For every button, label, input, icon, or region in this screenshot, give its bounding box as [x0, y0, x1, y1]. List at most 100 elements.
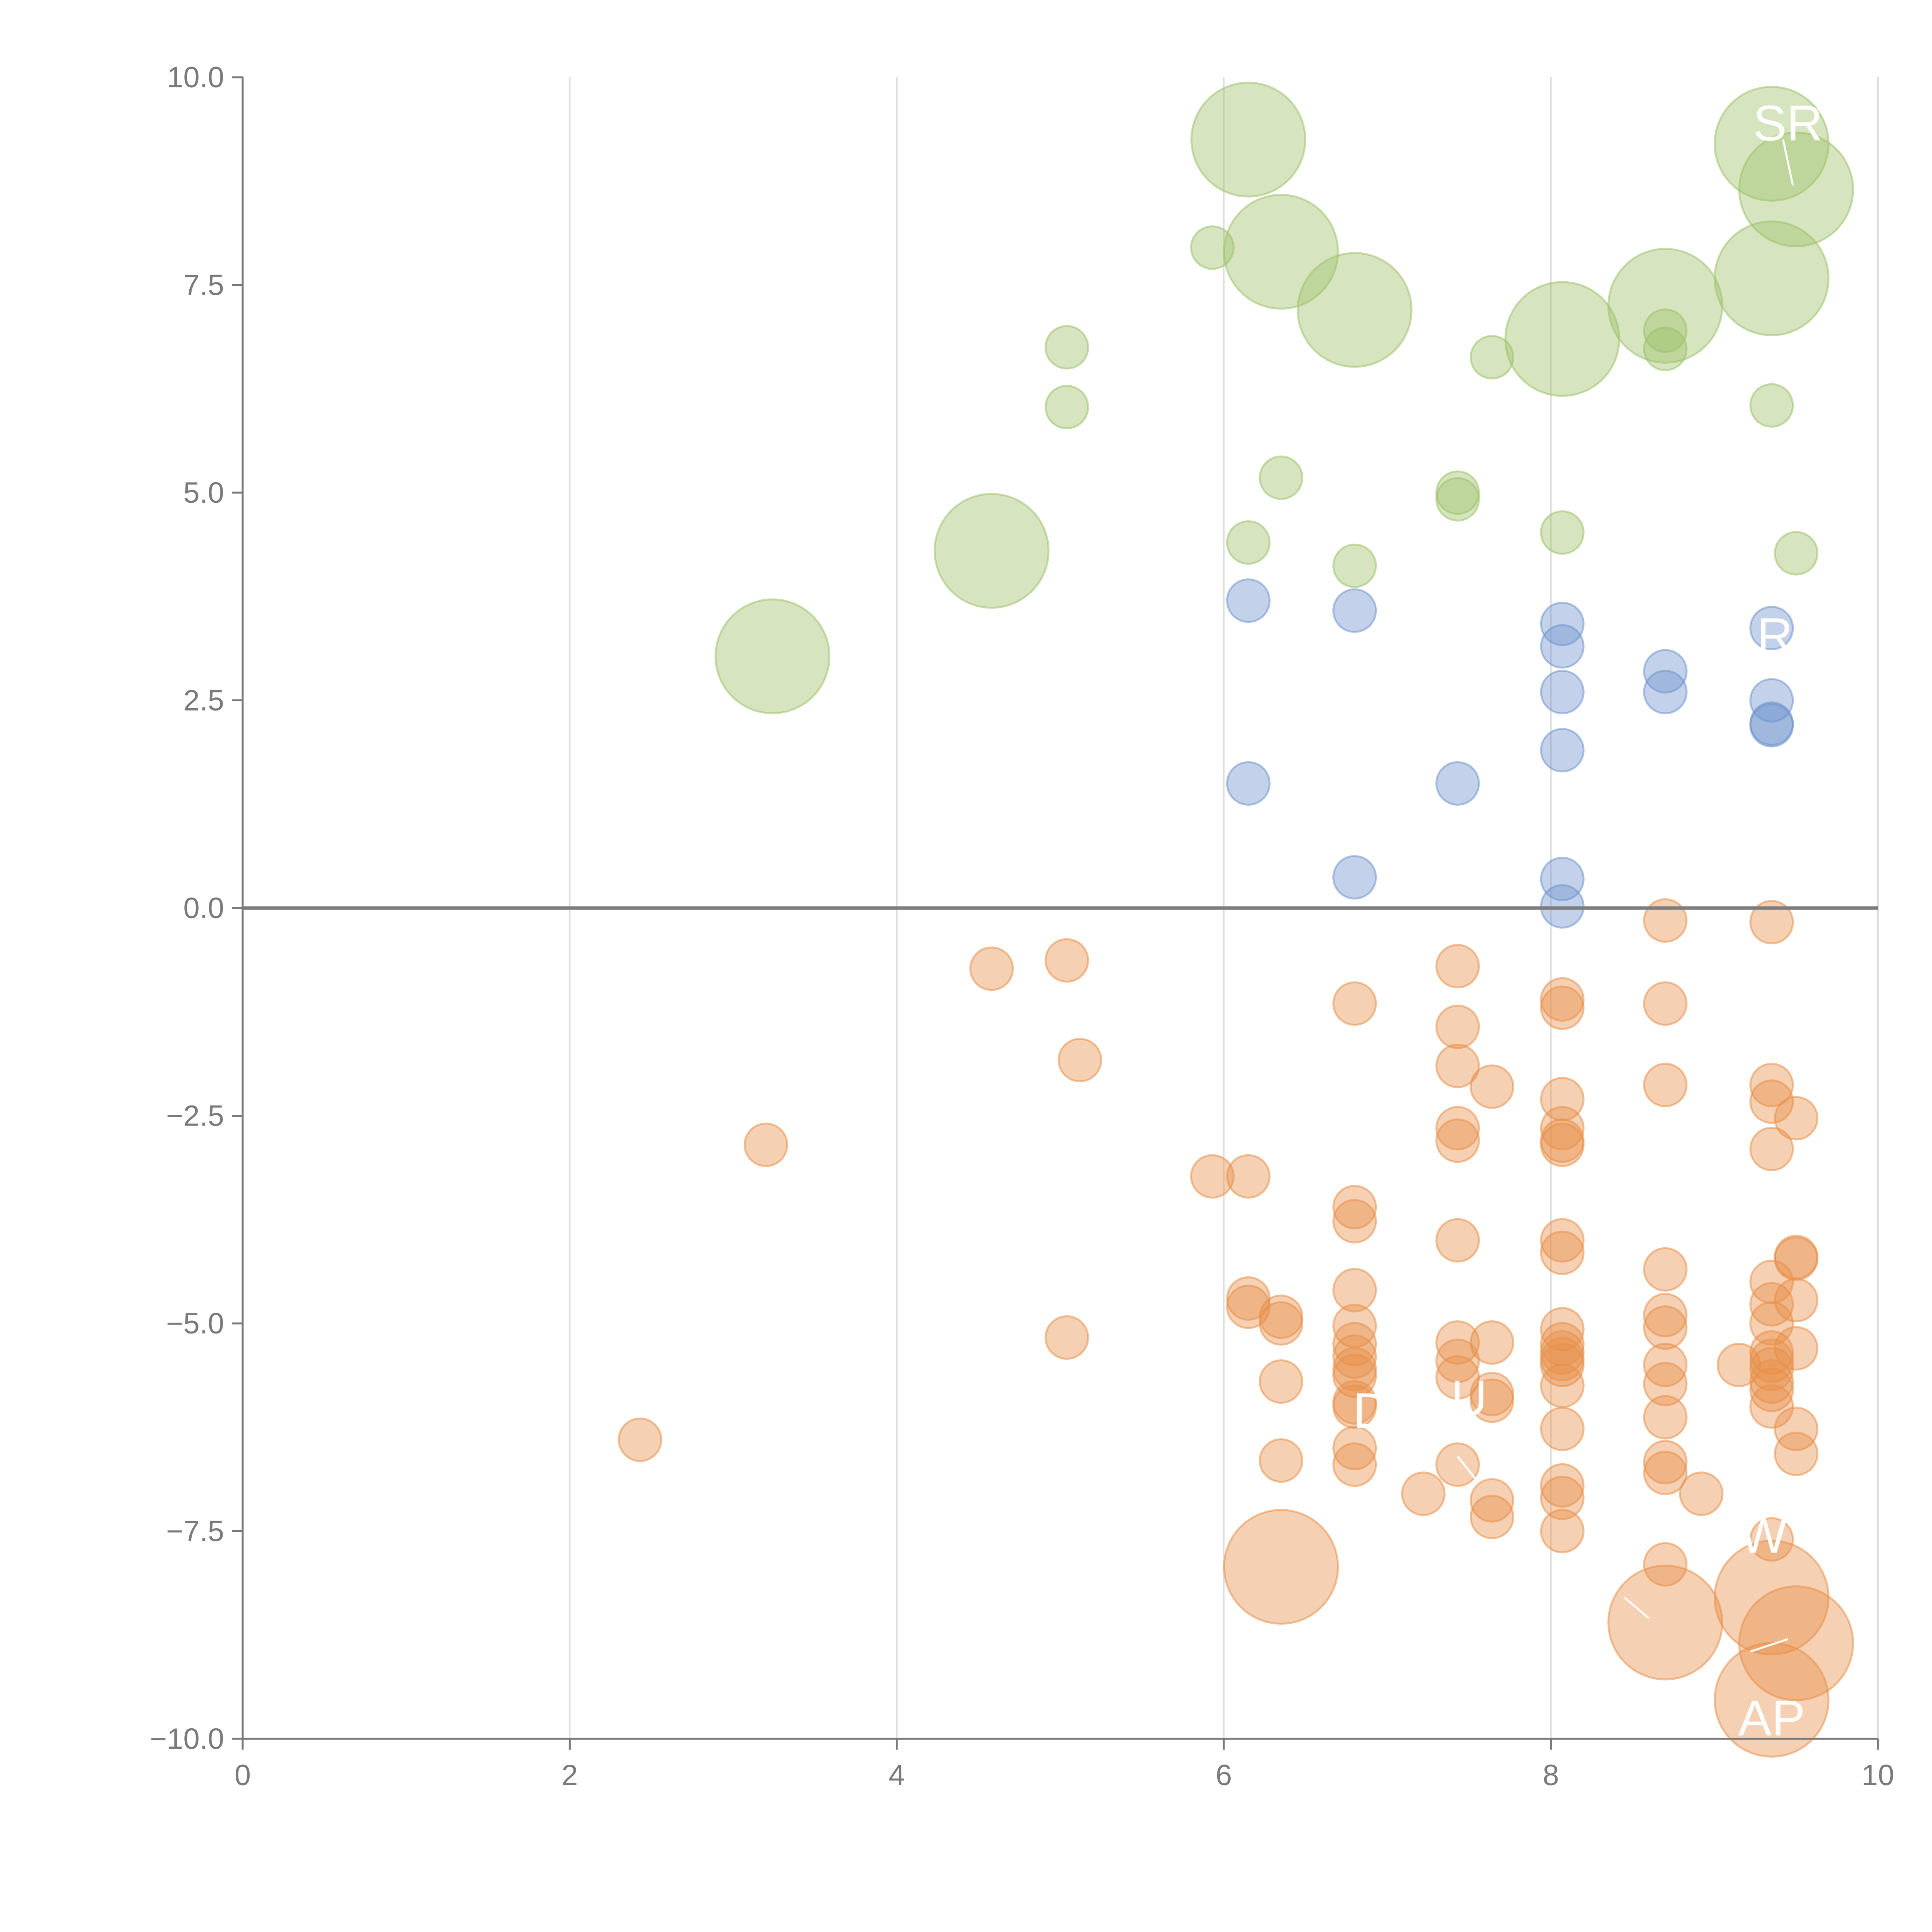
orange-bubble — [1332, 1199, 1377, 1244]
orange-bubble — [1435, 1004, 1480, 1049]
orange-bubble — [1332, 1442, 1377, 1487]
orange-bubble — [1749, 1282, 1794, 1327]
orange-bubble — [1749, 1079, 1794, 1124]
annotation-label: SR — [1753, 95, 1823, 151]
orange-bubble — [1469, 1495, 1514, 1539]
orange-bubble — [1643, 898, 1688, 943]
x-tick-label: 6 — [1216, 1759, 1232, 1792]
orange-bubble — [1540, 1363, 1585, 1408]
orange-bubble — [1044, 1315, 1089, 1360]
annotation-label: W — [1740, 1507, 1787, 1563]
orange-bubble — [1058, 1037, 1102, 1082]
orange-bubble — [1435, 1218, 1480, 1263]
orange-bubble — [1540, 1230, 1585, 1275]
bubble-layer — [617, 82, 1854, 1758]
orange-bubble — [1714, 1642, 1830, 1758]
orange-bubble — [1469, 1372, 1514, 1417]
orange-bubble — [1332, 1426, 1377, 1470]
orange-bubble — [1643, 1343, 1688, 1387]
annotation-label: D — [1353, 1383, 1389, 1439]
blue-bubble — [1540, 670, 1585, 714]
y-tick-label: 0.0 — [183, 892, 224, 925]
orange-bubble — [1190, 1154, 1235, 1199]
green-bubble — [1714, 220, 1830, 337]
orange-bubble — [1226, 1154, 1271, 1199]
orange-bubble — [1435, 1442, 1480, 1487]
orange-bubble — [1774, 1406, 1818, 1451]
annotation-label: U — [1451, 1370, 1487, 1427]
orange-bubble — [1435, 1338, 1480, 1383]
orange-bubble — [1332, 981, 1377, 1026]
green-bubble — [1774, 531, 1818, 576]
blue-bubble — [1643, 670, 1688, 714]
orange-bubble — [1643, 1293, 1688, 1337]
orange-bubble — [1679, 1471, 1724, 1516]
x-tick-label: 8 — [1543, 1759, 1559, 1792]
blue-bubble — [1749, 678, 1794, 723]
orange-bubble — [1540, 1218, 1585, 1263]
annotation-leader-line — [1457, 1456, 1478, 1482]
green-bubble — [1190, 82, 1306, 197]
orange-bubble — [1259, 1301, 1303, 1346]
orange-bubble — [1435, 1320, 1480, 1365]
orange-bubble — [1643, 1063, 1688, 1107]
y-tick-label: 5.0 — [183, 476, 224, 509]
y-tick-label: 2.5 — [183, 684, 224, 717]
green-bubble — [1297, 252, 1413, 368]
green-bubble — [1540, 510, 1585, 555]
orange-bubble — [1749, 900, 1794, 945]
orange-bubble — [617, 1417, 662, 1462]
orange-bubble — [1469, 1064, 1514, 1109]
orange-bubble — [1469, 1378, 1514, 1423]
orange-bubble — [1540, 1509, 1585, 1553]
orange-bubble — [1643, 1440, 1688, 1485]
orange-bubble — [1435, 944, 1480, 988]
blue-bubble — [1332, 855, 1377, 900]
orange-bubble — [1749, 1063, 1794, 1107]
orange-bubble — [1774, 1432, 1818, 1476]
blue-bubble — [1332, 588, 1377, 633]
orange-bubble — [1749, 1517, 1794, 1562]
orange-bubble — [1738, 1585, 1854, 1701]
orange-bubble — [1435, 1106, 1480, 1151]
orange-bubble — [1401, 1471, 1446, 1516]
orange-bubble — [1332, 1347, 1377, 1391]
blue-bubble — [1540, 602, 1585, 646]
orange-bubble — [1540, 1330, 1585, 1375]
y-tick-label: −2.5 — [166, 1100, 224, 1133]
orange-bubble — [1332, 1334, 1377, 1379]
x-axis-ticks: 0 2 4 6 8 10 — [235, 1739, 1894, 1792]
orange-bubble — [1749, 1367, 1794, 1412]
orange-bubble — [1716, 1343, 1761, 1387]
orange-bubble — [1643, 1247, 1688, 1292]
orange-bubble — [1332, 1268, 1377, 1313]
annotation-label: R — [1757, 607, 1793, 664]
green-bubble — [1749, 383, 1794, 428]
orange-bubble — [1332, 1322, 1377, 1367]
orange-bubble — [1540, 1476, 1585, 1520]
orange-bubble — [1749, 1384, 1794, 1429]
blue-bubble — [1540, 728, 1585, 772]
blue-bubble — [1749, 703, 1794, 748]
orange-bubble — [1643, 1305, 1688, 1350]
y-tick-label: −10.0 — [150, 1723, 224, 1755]
annotation-leader-line — [1624, 1597, 1650, 1619]
green-bubble — [1190, 225, 1235, 270]
orange-bubble — [1540, 985, 1585, 1030]
orange-bubble — [1607, 1565, 1723, 1680]
blue-bubble — [1540, 857, 1585, 901]
green-bubble — [1504, 281, 1620, 397]
orange-bubble — [1044, 938, 1089, 983]
y-tick-label: 10.0 — [167, 61, 224, 94]
x-tick-label: 4 — [889, 1759, 905, 1792]
orange-bubble — [969, 946, 1014, 991]
green-bubble — [934, 493, 1050, 609]
x-tick-label: 0 — [235, 1759, 251, 1792]
orange-bubble — [1540, 1406, 1585, 1451]
orange-bubble — [1540, 1106, 1585, 1151]
orange-bubble — [1469, 1320, 1514, 1365]
green-bubble — [1044, 325, 1089, 370]
annotation-label: AP — [1738, 1690, 1805, 1746]
green-bubble — [1223, 194, 1339, 310]
